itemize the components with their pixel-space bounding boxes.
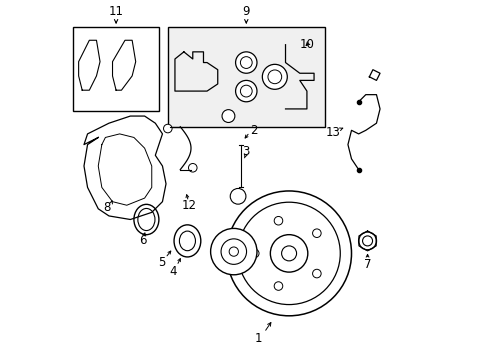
- Text: 1: 1: [255, 333, 262, 346]
- Circle shape: [274, 282, 282, 290]
- Circle shape: [235, 52, 257, 73]
- Circle shape: [230, 189, 245, 204]
- Circle shape: [210, 228, 257, 275]
- Text: 3: 3: [242, 145, 249, 158]
- Circle shape: [270, 235, 307, 272]
- Circle shape: [235, 80, 257, 102]
- Circle shape: [281, 246, 296, 261]
- Circle shape: [240, 57, 252, 68]
- Ellipse shape: [138, 208, 155, 230]
- Circle shape: [226, 191, 351, 316]
- Text: 5: 5: [158, 256, 165, 269]
- Circle shape: [312, 229, 321, 238]
- Circle shape: [229, 247, 238, 256]
- Text: 10: 10: [299, 37, 313, 51]
- Text: 7: 7: [363, 258, 370, 271]
- Circle shape: [238, 202, 340, 305]
- Text: 4: 4: [169, 265, 177, 278]
- Circle shape: [262, 64, 287, 89]
- Text: 11: 11: [108, 5, 123, 18]
- Bar: [73, 27, 159, 111]
- Circle shape: [221, 239, 246, 264]
- Circle shape: [188, 163, 197, 172]
- Text: 6: 6: [139, 234, 146, 247]
- Text: 8: 8: [103, 201, 111, 213]
- Ellipse shape: [174, 225, 201, 257]
- Circle shape: [274, 216, 282, 225]
- Circle shape: [163, 124, 172, 133]
- Text: 12: 12: [182, 199, 196, 212]
- Text: 2: 2: [249, 124, 257, 137]
- Circle shape: [267, 70, 281, 84]
- Ellipse shape: [134, 204, 159, 235]
- Circle shape: [240, 85, 252, 97]
- Circle shape: [358, 232, 376, 250]
- Circle shape: [362, 236, 372, 246]
- Text: 9: 9: [242, 5, 249, 18]
- Bar: [167, 27, 324, 127]
- Circle shape: [222, 110, 234, 122]
- Ellipse shape: [179, 231, 195, 251]
- Circle shape: [250, 249, 259, 258]
- Text: 13: 13: [325, 126, 340, 139]
- Circle shape: [312, 269, 321, 278]
